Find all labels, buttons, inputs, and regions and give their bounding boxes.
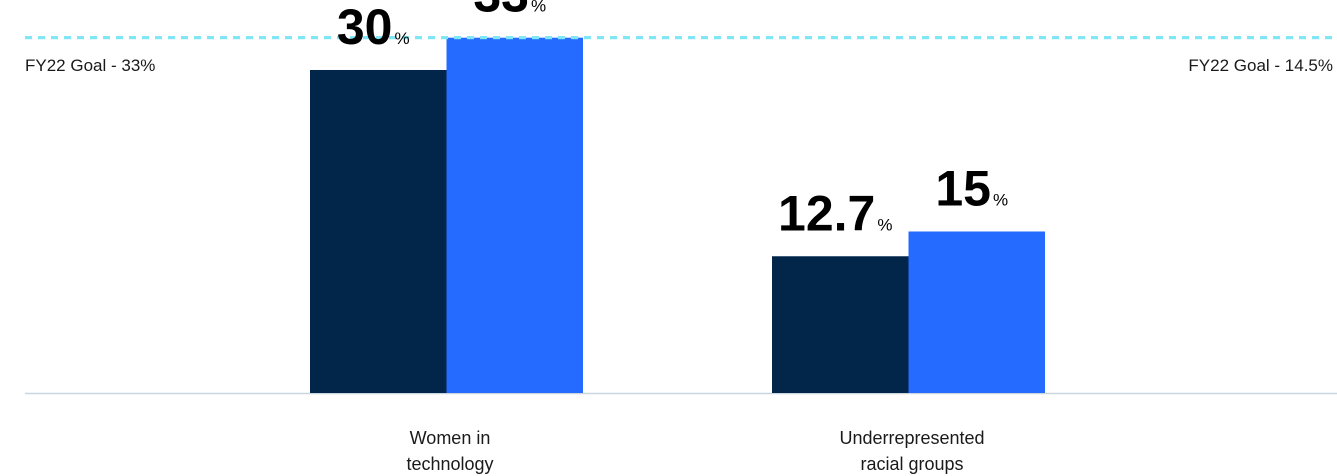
bar-2-1: [446, 37, 583, 393]
value-label-1-1: 30%: [337, 0, 410, 55]
category-label-1-line-1: Women in: [410, 428, 491, 448]
value-label-2-1: 33%: [473, 0, 546, 23]
value-label-2-2: 15%: [935, 160, 1008, 216]
bar-1-2: [772, 256, 909, 393]
bar-2-2: [908, 231, 1045, 393]
value-label-1-2: 12.7%: [778, 185, 892, 241]
bar-1-1: [310, 69, 447, 393]
goal-label-1: FY22 Goal - 33%: [25, 56, 155, 75]
category-label-2-line-2: racial groups: [860, 454, 963, 474]
category-label-1-line-2: technology: [406, 454, 493, 474]
goal-label-2: FY22 Goal - 14.5%: [1188, 56, 1333, 75]
category-label-2-line-1: Underrepresented: [839, 428, 984, 448]
